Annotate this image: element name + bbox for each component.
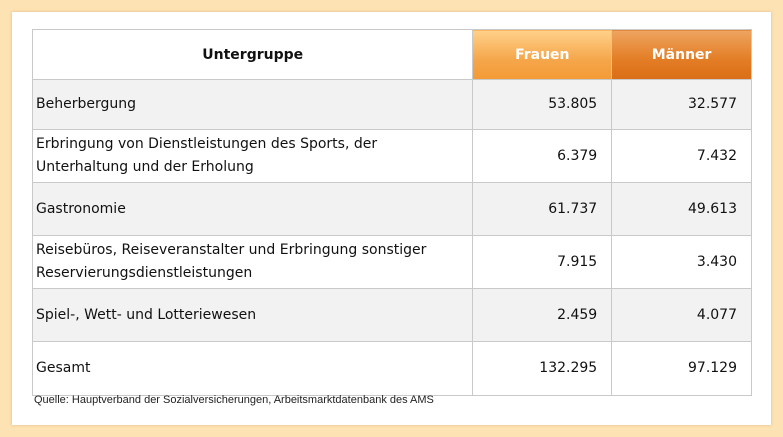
row-label: Gesamt (31, 341, 474, 396)
table-row-total: Gesamt 132.295 97.129 (31, 341, 752, 396)
header-maenner: Männer (611, 29, 752, 80)
row-label: Erbringung von Dienstleistungen des Spor… (31, 129, 474, 183)
data-table: Untergruppe Frauen Männer Beherbergung 5… (31, 29, 752, 396)
row-label: Beherbergung (31, 79, 474, 130)
row-label: Spiel-, Wett- und Lotteriewesen (31, 288, 474, 342)
header-untergruppe: Untergruppe (31, 29, 474, 80)
table-row: Reisebüros, Reiseveranstalter und Erbrin… (31, 235, 752, 289)
cell-maenner: 49.613 (611, 182, 752, 236)
cell-maenner: 4.077 (611, 288, 752, 342)
table-row: Gastronomie 61.737 49.613 (31, 182, 752, 236)
table-row: Beherbergung 53.805 32.577 (31, 79, 752, 130)
cell-frauen: 2.459 (472, 288, 613, 342)
cell-maenner: 97.129 (611, 341, 752, 396)
cell-frauen: 53.805 (472, 79, 613, 130)
row-label: Gastronomie (31, 182, 474, 236)
source-note: Quelle: Hauptverband der Sozialversicher… (34, 394, 434, 406)
table-row: Spiel-, Wett- und Lotteriewesen 2.459 4.… (31, 288, 752, 342)
header-frauen: Frauen (472, 29, 613, 80)
cell-frauen: 7.915 (472, 235, 613, 289)
table-row: Erbringung von Dienstleistungen des Spor… (31, 129, 752, 183)
cell-maenner: 7.432 (611, 129, 752, 183)
cell-maenner: 32.577 (611, 79, 752, 130)
cell-frauen: 132.295 (472, 341, 613, 396)
cell-frauen: 61.737 (472, 182, 613, 236)
cell-frauen: 6.379 (472, 129, 613, 183)
row-label: Reisebüros, Reiseveranstalter und Erbrin… (31, 235, 474, 289)
table-header-row: Untergruppe Frauen Männer (31, 29, 752, 80)
cell-maenner: 3.430 (611, 235, 752, 289)
